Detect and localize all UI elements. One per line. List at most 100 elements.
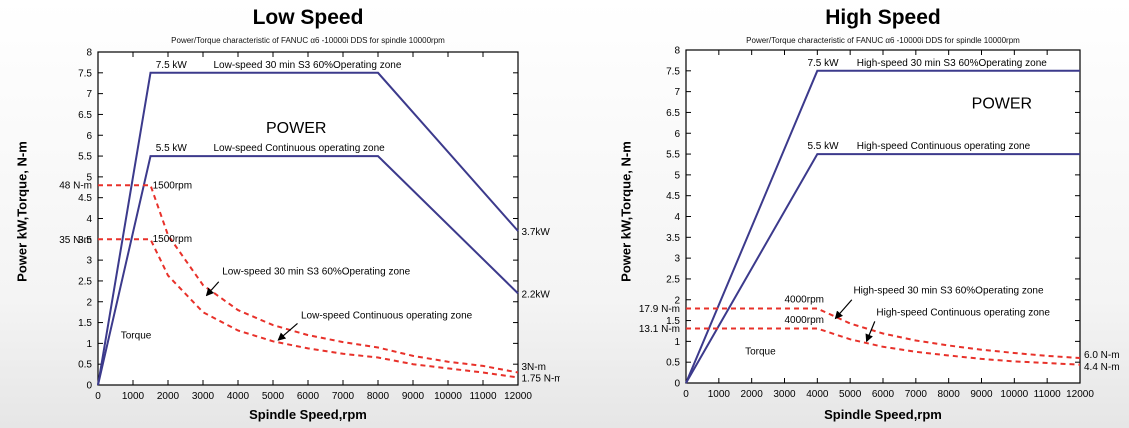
x-tick-label: 5000 [839,389,862,400]
y-tick-label: 0 [674,379,680,390]
y-tick-label: 3.5 [666,233,680,244]
chart-subtitle: Power/Torque characteristic of FANUC α6 … [171,36,445,45]
annotation-label: High-speed 30 min S3 60%Operating zone [857,58,1048,69]
x-tick-label: 6000 [297,391,320,402]
x-tick-label: 7000 [332,391,355,402]
x-tick-label: 2000 [741,389,764,400]
annotation-label: Low-speed 30 min S3 60%Operating zone [214,60,402,71]
annotation-label: 5.5 kW [807,141,839,152]
x-tick-label: 6000 [872,389,895,400]
x-tick-label: 2000 [157,391,180,402]
y-tick-label: 1.5 [666,316,680,327]
annotation-arrow [205,281,220,297]
x-tick-label: 12000 [504,391,532,402]
y-tick-label: 6.5 [666,108,680,119]
x-axis-label: Spindle Speed,rpm [824,407,942,422]
x-tick-label: 7000 [905,389,928,400]
annotation-label: High-speed Continuous operating zone [857,141,1031,152]
y-tick-label: 0 [86,381,92,392]
x-tick-label: 11000 [469,391,497,402]
chart-title: Low Speed [252,6,364,29]
power-series-line [97,155,519,386]
annotation-label: 7.5 kW [807,58,839,69]
annotation-label: High-speed Continuous operating zone [876,308,1050,319]
annotation-label: 7.5 kW [156,60,188,71]
annotation-label: Low-speed 30 min S3 60%Operating zone [222,267,410,278]
y-tick-label: 5.5 [78,152,92,163]
high-speed-chart: High Speed Power/Torque characteristic o… [566,0,1129,428]
left-torque-label: 35 N-m [59,235,92,246]
x-tick-label: 10000 [1000,389,1028,400]
y-tick-label: 7 [86,89,92,100]
annotation-label: 1.75 N-m [522,374,561,385]
high-speed-plot: 0 1000 2000 3000 4000 5000 6000 7000 8000 9000 100… [639,46,1120,401]
x-tick-label: 4000 [806,389,829,400]
power-series-line [685,153,1080,384]
left-torque-label: 48 N-m [59,181,92,192]
annotation-label: Low-speed Continuous operating zone [301,310,473,321]
y-tick-label: 4.5 [666,191,680,202]
power-series-line [97,71,519,386]
x-tick-label: 11000 [1034,389,1062,400]
annotation-label: High-speed 30 min S3 60%Operating zone [853,286,1044,297]
y-tick-label: 2.5 [666,274,680,285]
x-axis-label: Spindle Speed,rpm [249,407,367,422]
torque-series-line [686,307,1081,359]
y-tick-label: 7.5 [78,68,92,79]
power-series-line [685,69,1080,384]
x-tick-label: 8000 [938,389,961,400]
y-tick-label: 6 [674,129,680,140]
y-tick-label: 4.5 [78,193,92,204]
x-tick-label: 4000 [227,391,250,402]
y-tick-label: 5 [86,172,92,183]
annotation-label: 4000rpm [785,315,824,326]
y-tick-label: 1 [674,337,680,348]
annotation-label: 3N-m [522,362,546,373]
y-tick-label: 3 [674,254,680,265]
x-tick-label: 1000 [122,391,145,402]
annotation-label: 1500rpm [153,181,192,192]
annotation-label: Low-speed Continuous operating zone [214,143,386,154]
y-tick-label: 2 [674,295,680,306]
y-tick-label: 4 [86,214,92,225]
y-tick-label: 0.5 [78,360,92,371]
y-axis-label: Power kW,Torque, N-m [618,141,634,282]
x-tick-label: 12000 [1066,389,1094,400]
torque-series-line [98,184,519,374]
y-tick-label: 8 [674,46,680,57]
y-tick-label: 8 [86,48,92,59]
x-tick-label: 3000 [773,389,796,400]
annotation-label: 4000rpm [785,295,824,306]
y-tick-label: 5 [674,170,680,181]
x-tick-label: 9000 [402,391,425,402]
y-tick-label: 5.5 [666,150,680,161]
right-torque-label: 6.0 N-m [1084,350,1120,361]
y-tick-label: 6 [86,131,92,142]
annotation-arrow [277,322,298,341]
low-speed-chart: Low Speed Power/Torque characteristic of… [0,0,561,428]
annotation-arrow [865,321,876,343]
y-tick-label: 3 [86,256,92,267]
x-tick-label: 0 [95,391,101,402]
x-tick-label: 9000 [970,389,993,400]
annotation-label: 5.5 kW [156,143,188,154]
annotation-label: 1500rpm [153,234,192,245]
x-tick-label: 10000 [434,391,462,402]
y-tick-label: 1 [86,339,92,350]
y-tick-label: 2.5 [78,276,92,287]
left-torque-label: 13.1 N-m [639,324,680,335]
x-tick-label: 1000 [708,389,731,400]
torque-series-line [686,327,1081,366]
y-tick-label: 0.5 [666,358,680,369]
annotation-label: 2.2kW [522,290,551,301]
y-tick-label: 7 [674,87,680,98]
y-tick-label: 4 [674,212,680,223]
torque-series-line [98,238,519,379]
annotation-label: POWER [266,120,326,137]
y-tick-label: 7.5 [666,66,680,77]
y-tick-label: 1.5 [78,318,92,329]
annotation-label: 3.7kW [522,227,551,238]
annotation-label: Torque [121,330,152,341]
chart-subtitle: Power/Torque characteristic of FANUC α6 … [746,36,1020,45]
y-axis-label: Power kW,Torque, N-m [14,141,30,282]
